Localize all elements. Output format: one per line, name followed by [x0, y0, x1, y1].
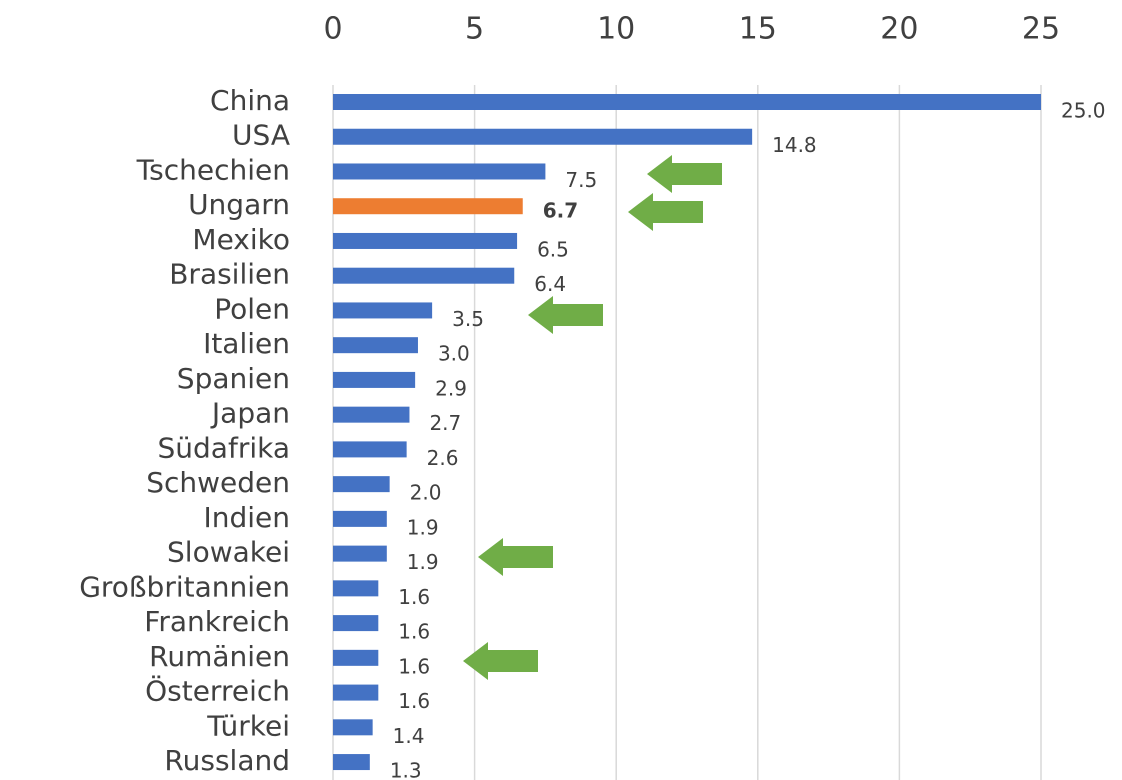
data-label: 1.9	[407, 550, 439, 574]
arrow	[647, 155, 722, 193]
y-tick-label: Rumänien	[149, 640, 290, 673]
x-tick-label: 5	[465, 12, 484, 47]
y-tick-label: Türkei	[206, 709, 290, 742]
data-label: 7.5	[565, 168, 597, 192]
data-label: 2.7	[429, 411, 461, 435]
arrow	[463, 642, 538, 680]
y-tick-label: Schweden	[146, 466, 290, 499]
data-label: 2.0	[410, 481, 442, 505]
y-tick-label: Polen	[214, 292, 290, 325]
data-label: 1.6	[398, 585, 430, 609]
arrow	[478, 538, 553, 576]
data-label: 6.4	[534, 272, 566, 296]
bar	[333, 371, 416, 388]
data-label: 1.6	[398, 654, 430, 678]
y-tick-label: Großbritannien	[79, 570, 290, 603]
data-label: 2.6	[427, 446, 459, 470]
arrow	[528, 296, 603, 334]
y-tick-label: Österreich	[145, 674, 290, 708]
y-tick-label: Tschechien	[136, 153, 290, 186]
bar	[333, 580, 379, 597]
y-tick-label: Russland	[164, 744, 290, 777]
y-tick-label: Brasilien	[169, 258, 290, 291]
bar	[333, 232, 518, 249]
data-label: 3.0	[438, 342, 470, 366]
data-label: 1.3	[390, 759, 422, 780]
bar	[333, 441, 407, 458]
y-tick-label: Mexiko	[192, 223, 290, 256]
x-tick-label: 15	[739, 12, 777, 47]
data-label: 14.8	[772, 133, 817, 157]
y-tick-label: Indien	[203, 501, 290, 534]
bar	[333, 406, 410, 423]
bar	[333, 198, 523, 215]
y-tick-label: Japan	[210, 397, 290, 430]
arrows	[463, 155, 722, 680]
y-tick-label: Spanien	[177, 362, 290, 395]
y-tick-label: Italien	[203, 327, 290, 360]
bar	[333, 754, 370, 771]
data-label: 1.6	[398, 620, 430, 644]
bar	[333, 649, 379, 666]
x-tick-label: 0	[323, 12, 342, 47]
y-tick-label: Südafrika	[158, 431, 290, 464]
y-tick-label: USA	[232, 119, 290, 152]
data-label: 2.9	[435, 376, 467, 400]
data-label: 25.0	[1061, 99, 1106, 123]
bar	[333, 94, 1041, 110]
x-tick-label: 25	[1022, 12, 1060, 47]
y-tick-label: Slowakei	[167, 536, 290, 569]
data-label: 1.6	[398, 689, 430, 713]
bar	[333, 337, 418, 354]
y-tick-label: China	[210, 84, 290, 117]
data-label: 6.7	[543, 199, 578, 223]
bar	[333, 163, 546, 180]
data-label: 6.5	[537, 237, 569, 261]
y-tick-label: Frankreich	[144, 605, 290, 638]
data-label: 1.4	[393, 724, 425, 748]
bar	[333, 267, 515, 284]
bar	[333, 684, 379, 701]
bar	[333, 476, 390, 493]
bar	[333, 302, 433, 319]
bar	[333, 128, 753, 145]
bar	[333, 510, 387, 527]
x-tick-label: 10	[597, 12, 635, 47]
x-tick-label: 20	[880, 12, 918, 47]
bar	[333, 615, 379, 632]
bar	[333, 545, 387, 562]
y-tick-label: Ungarn	[188, 188, 290, 221]
data-label: 1.9	[407, 515, 439, 539]
arrow	[628, 193, 703, 231]
data-label: 3.5	[452, 307, 484, 331]
bar	[333, 719, 373, 736]
